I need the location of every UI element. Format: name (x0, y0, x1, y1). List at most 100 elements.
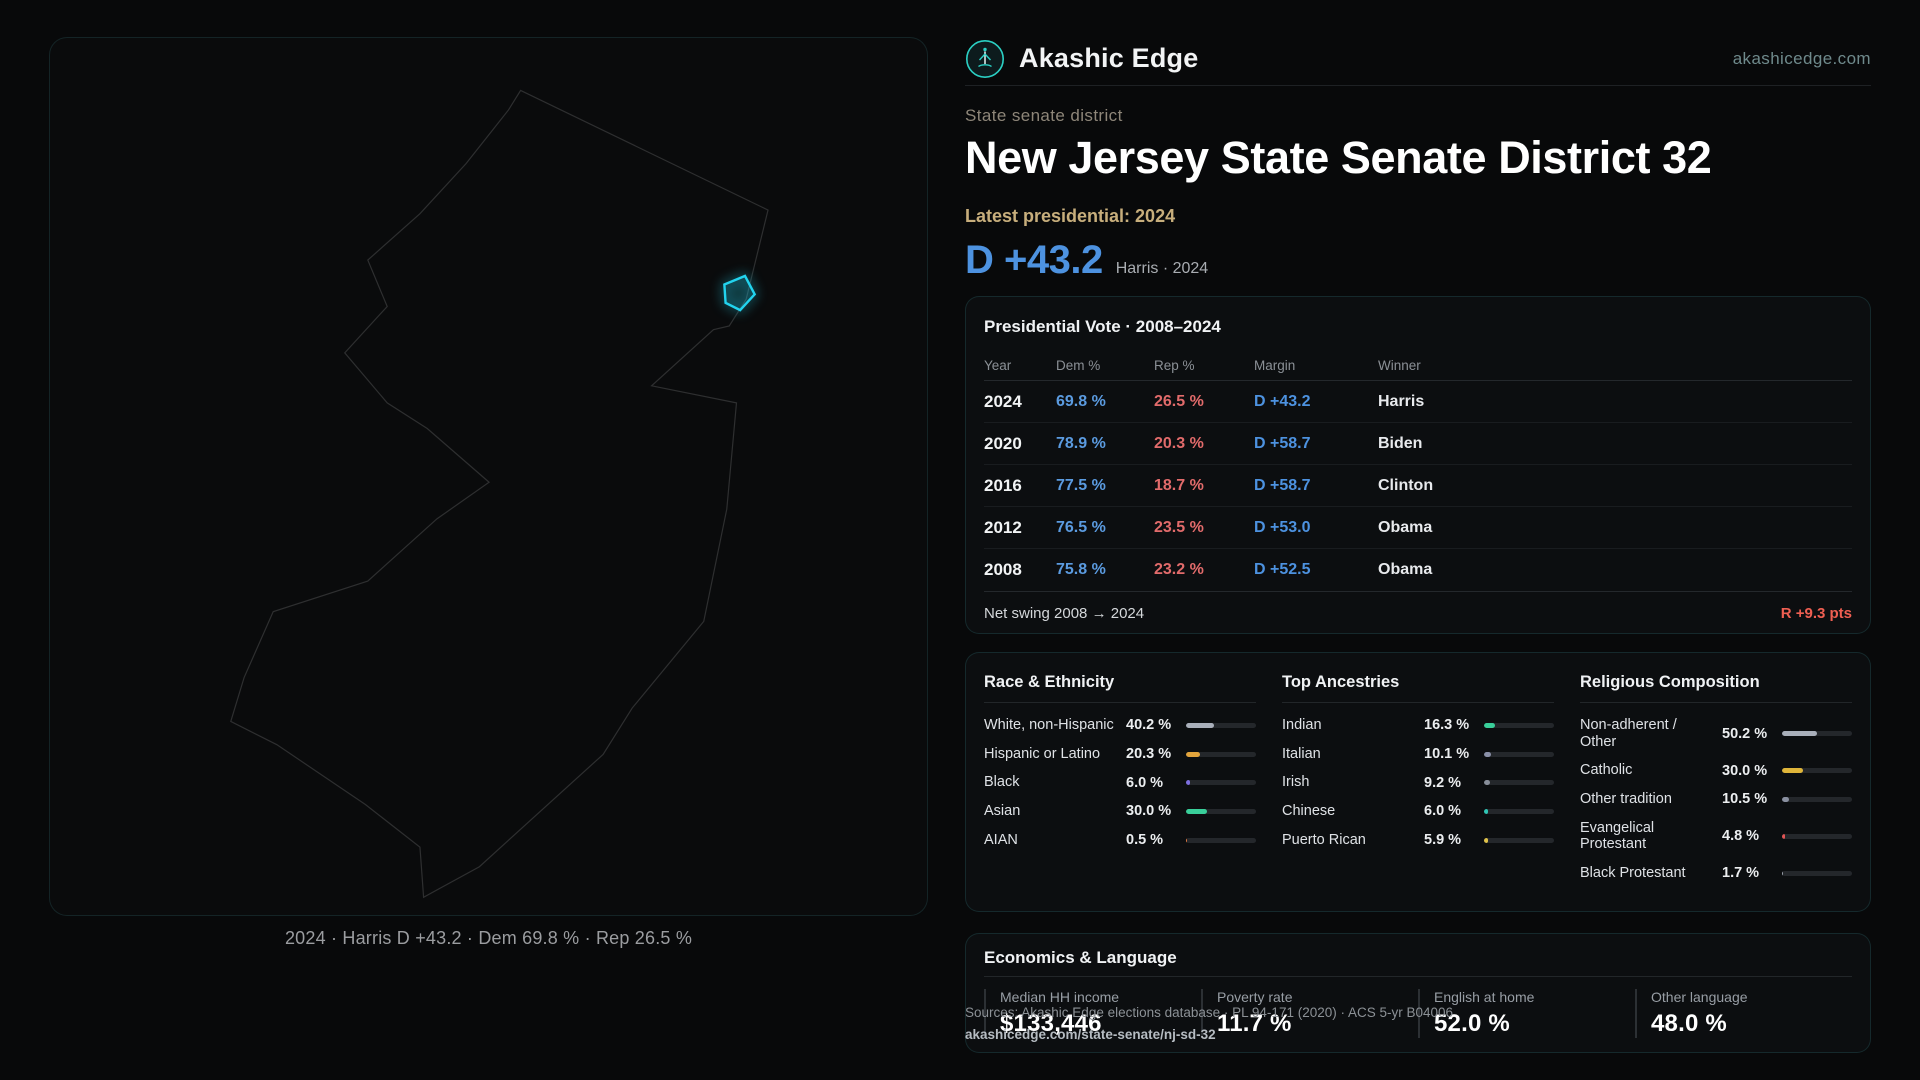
net-swing-row: Net swing 2008 → 2024 R +9.3 pts (984, 591, 1852, 622)
demographic-label: Puerto Rican (1282, 831, 1366, 848)
bar-fill (1484, 780, 1491, 786)
bar-fill (1186, 751, 1201, 757)
demographic-value: 6.0 % (1126, 774, 1164, 791)
bar-fill (1186, 808, 1207, 814)
bar-track (1186, 780, 1256, 786)
brand-name: Akashic Edge (1019, 43, 1199, 73)
brand-domain-link[interactable]: akashicedge.com (1732, 48, 1871, 68)
section-title: Religious Composition (1580, 673, 1852, 703)
demographic-row: Asian 30.0 % (984, 797, 1256, 826)
demographic-label: Hispanic or Latino (984, 745, 1101, 762)
stat-value: $133,446 (1000, 1010, 1102, 1037)
card-title: Economics & Language (984, 948, 1852, 977)
demographic-label: Black (984, 774, 1020, 791)
state-outline (231, 90, 768, 897)
table-header: Year Dem % Rep % Margin Winner (984, 351, 1852, 381)
headline-margin: D +43.2 (965, 238, 1103, 282)
dem-cell: 78.9 % (1056, 434, 1106, 452)
demographic-value: 4.8 % (1722, 828, 1760, 845)
bar-track (1484, 780, 1554, 786)
demographic-row: Black Protestant 1.7 % (1580, 859, 1852, 888)
akashic-edge-logo (965, 39, 1005, 79)
stat-label: English at home (1434, 989, 1535, 1005)
margin-cell: D +52.5 (1254, 561, 1311, 578)
bar-fill (1484, 837, 1489, 843)
col-dem: Dem % (1056, 358, 1101, 373)
demographic-value: 30.0 % (1722, 762, 1768, 779)
demographic-value: 40.2 % (1126, 717, 1172, 734)
kicker: State senate district (965, 106, 1123, 125)
table-row: 2024 69.8 % 26.5 % D +43.2 Harris (984, 381, 1852, 423)
rep-cell: 23.5 % (1154, 518, 1204, 536)
brand: Akashic Edge (965, 39, 1198, 79)
year-cell: 2024 (984, 391, 1022, 411)
demographic-label: Other tradition (1580, 791, 1672, 808)
bar-fill (1782, 796, 1790, 802)
rep-cell: 18.7 % (1154, 476, 1204, 494)
table-body: 2024 69.8 % 26.5 % D +43.2 Harris 2020 7… (984, 381, 1852, 591)
stat-value: 11.7 % (1217, 1010, 1292, 1037)
stat-value: 48.0 % (1651, 1010, 1727, 1037)
demographic-label: Indian (1282, 717, 1322, 733)
bar-track (1782, 870, 1852, 876)
table-row: 2020 78.9 % 20.3 % D +58.7 Biden (984, 423, 1852, 465)
demographic-row: Irish 9.2 % (1282, 768, 1554, 797)
economics-card: Economics & Language Median HH income $1… (965, 933, 1871, 1053)
headline-margin-block: D +43.2 Harris · 2024 (965, 238, 1208, 283)
bar-fill (1484, 722, 1496, 728)
demographic-value: 10.1 % (1424, 746, 1470, 762)
winner-cell: Harris (1378, 392, 1425, 410)
demographic-row: Non-adherent / Other 50.2 % (1580, 711, 1852, 756)
rep-cell: 20.3 % (1154, 434, 1204, 452)
table-row: 2012 76.5 % 23.5 % D +53.0 Obama (984, 507, 1852, 549)
demographic-value: 5.9 % (1424, 832, 1462, 849)
religious-composition-rows: Non-adherent / Other 50.2 % Catholic 30.… (1580, 711, 1852, 888)
dem-cell: 76.5 % (1056, 518, 1106, 536)
stat-block: Poverty rate 11.7 % (1201, 989, 1418, 1038)
bar-track (1484, 722, 1554, 728)
bar-track (1484, 808, 1554, 814)
winner-cell: Clinton (1378, 476, 1434, 494)
year-cell: 2012 (984, 517, 1022, 537)
section-title: Top Ancestries (1282, 673, 1554, 703)
new-jersey-map (215, 77, 785, 907)
demographic-label: Chinese (1282, 803, 1336, 820)
demographic-row: Chinese 6.0 % (1282, 797, 1554, 826)
table-row: 2008 75.8 % 23.2 % D +52.5 Obama (984, 549, 1852, 591)
permalink[interactable]: akashicedge.com/state-senate/nj-sd-32 (965, 1027, 1216, 1042)
demographics-card: Race & Ethnicity White, non-Hispanic 40.… (965, 652, 1871, 912)
presidential-vote-card: Presidential Vote · 2008–2024 Year Dem %… (965, 296, 1871, 634)
bar-fill (1484, 808, 1489, 814)
winner-cell: Obama (1378, 518, 1433, 536)
demographic-row: Puerto Rican 5.9 % (1282, 826, 1554, 855)
stat-label: Median HH income (1000, 989, 1120, 1005)
net-swing-label: Net swing 2008 → 2024 (984, 605, 1145, 622)
district-32-highlight[interactable] (724, 276, 754, 310)
content-column: Akashic Edge akashicedge.com State senat… (965, 0, 1871, 1080)
bar-track (1782, 796, 1852, 802)
latest-presidential-label: Latest presidential: 2024 (965, 206, 1176, 226)
bar-fill (1782, 731, 1818, 737)
net-swing-value: R +9.3 pts (1780, 605, 1852, 622)
year-cell: 2016 (984, 475, 1022, 495)
demographic-row: Black 6.0 % (984, 768, 1256, 797)
demographic-value: 30.0 % (1126, 803, 1172, 820)
bar-track (1782, 731, 1852, 737)
margin-cell: D +58.7 (1254, 434, 1311, 452)
bar-fill (1186, 780, 1191, 786)
demographic-label: Evangelical Protestant (1580, 819, 1655, 853)
col-year: Year (984, 358, 1012, 373)
religious-composition-section: Religious Composition Non-adherent / Oth… (1580, 673, 1852, 891)
stat-block: Median HH income $133,446 (984, 989, 1201, 1038)
header: Akashic Edge akashicedge.com (965, 32, 1871, 86)
section-title: Race & Ethnicity (984, 673, 1256, 703)
stat-value: 52.0 % (1434, 1010, 1510, 1037)
demographic-row: Catholic 30.0 % (1580, 756, 1852, 785)
top-ancestries-rows: Indian 16.3 % Italian 10.1 % Irish (1282, 711, 1554, 854)
bar-track (1186, 751, 1256, 757)
bar-fill (1782, 768, 1803, 774)
rep-cell: 26.5 % (1154, 392, 1204, 410)
winner-cell: Biden (1378, 434, 1423, 452)
demographic-row: White, non-Hispanic 40.2 % (984, 711, 1256, 740)
